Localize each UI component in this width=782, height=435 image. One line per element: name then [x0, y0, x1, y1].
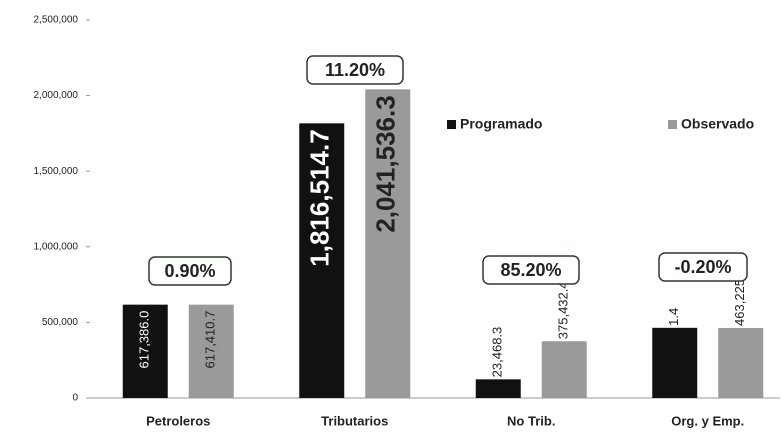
y-tick-label: 1,500,000	[34, 166, 79, 177]
y-tick-label: 2,500,000	[34, 15, 79, 26]
annotation: 0.90%	[164, 261, 215, 281]
value-label: 617,410.7	[203, 311, 218, 369]
y-tick-label: 2,000,000	[34, 90, 79, 101]
bar	[122, 304, 168, 398]
annotation: 11.20%	[325, 60, 385, 80]
value-label: 1,816,514.7	[305, 129, 335, 266]
bar	[299, 123, 345, 398]
bar	[365, 89, 411, 399]
bar	[475, 379, 521, 398]
annotation-box	[482, 255, 580, 285]
value-label: 2,041,536.3	[371, 95, 401, 232]
legend-label: Observado	[681, 116, 754, 132]
bar	[188, 304, 234, 398]
y-tick-label: 500,000	[42, 317, 79, 328]
annotation: -0.20%	[674, 257, 731, 277]
x-tick-label: Petroleros	[146, 413, 210, 428]
y-tick-label: 0	[72, 393, 78, 404]
y-tick-label: 1,000,000	[34, 241, 79, 252]
annotation: 85.20%	[500, 260, 561, 280]
annotation-box	[658, 252, 748, 282]
legend-swatch	[447, 120, 456, 129]
x-tick-label: No Trib.	[507, 413, 555, 428]
value-label: 617,386.0	[137, 311, 152, 369]
legend-label: Programado	[460, 116, 542, 132]
bar	[541, 341, 587, 398]
legend-swatch	[668, 120, 677, 129]
x-tick-label: Org. y Emp.	[671, 413, 744, 428]
annotation-box	[148, 256, 232, 286]
value-label: 375,432.4	[556, 281, 571, 339]
value-label: 1.4	[666, 308, 681, 326]
bar	[718, 327, 764, 398]
value-label: 463,225.4	[732, 268, 747, 326]
annotation-box	[306, 55, 404, 85]
value-label: 23,468.3	[490, 327, 505, 378]
bar	[652, 327, 698, 398]
x-tick-label: Tributarios	[321, 413, 388, 428]
